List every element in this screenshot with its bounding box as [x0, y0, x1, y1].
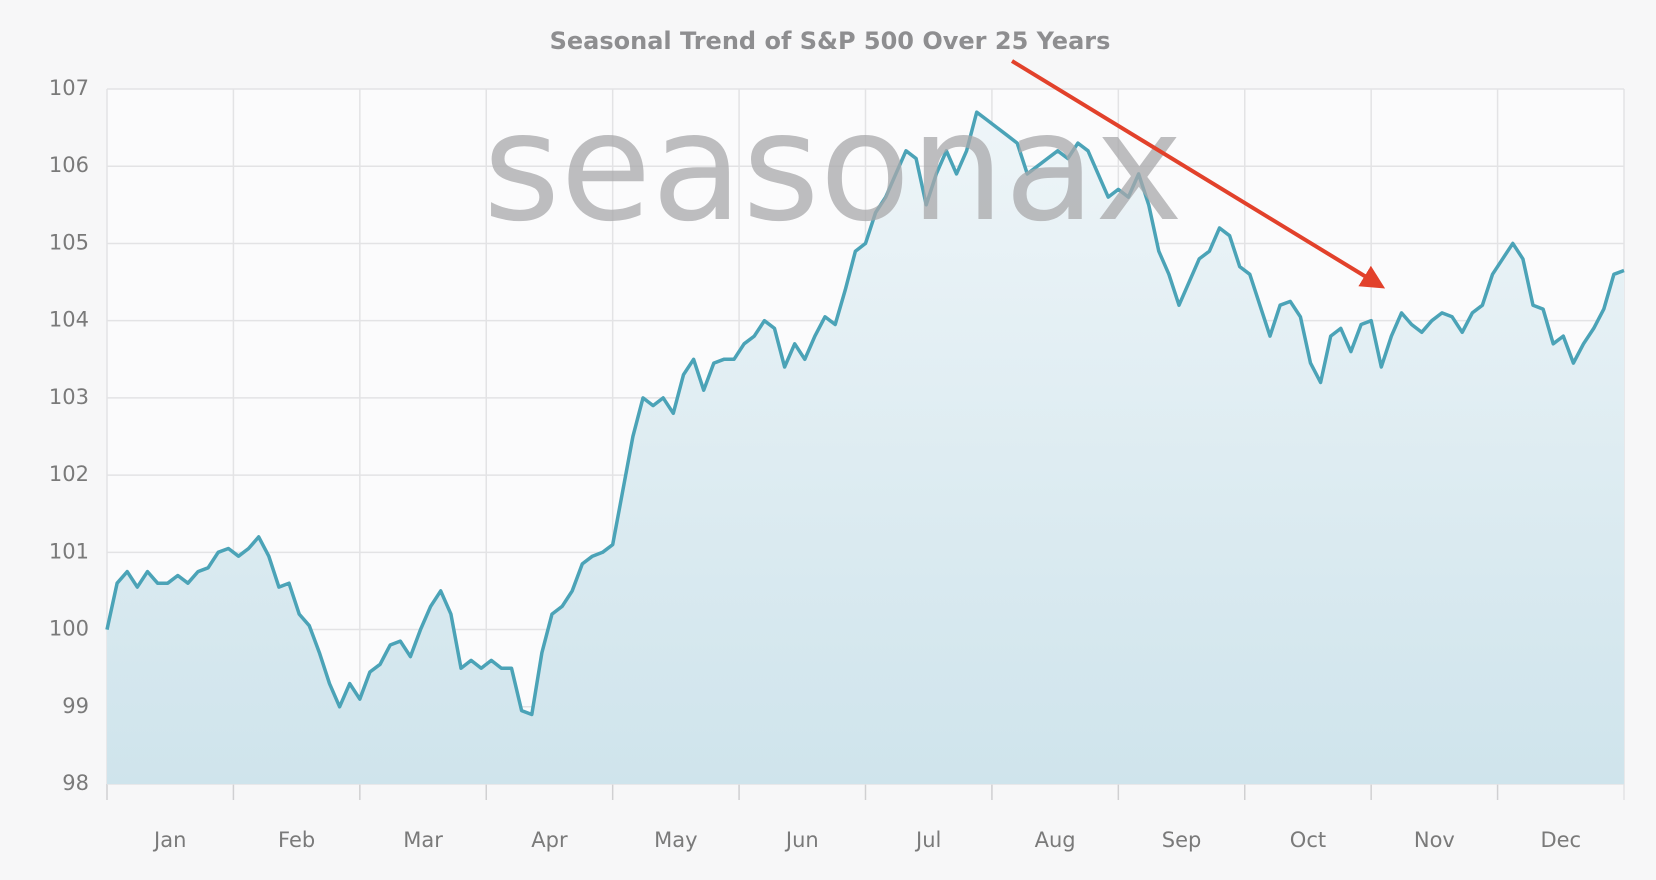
- watermark: seasonax: [483, 81, 1183, 255]
- y-tick-label: 103: [49, 385, 89, 409]
- y-tick-label: 105: [49, 230, 89, 254]
- y-tick-label: 101: [49, 539, 89, 563]
- chart-title: Seasonal Trend of S&P 500 Over 25 Years: [550, 27, 1111, 55]
- y-tick-label: 102: [49, 462, 89, 486]
- x-tick-label: Feb: [278, 828, 315, 852]
- y-tick-label: 100: [49, 617, 89, 641]
- y-tick-label: 104: [49, 308, 89, 332]
- y-tick-label: 106: [49, 153, 89, 177]
- x-tick-label: Aug: [1035, 828, 1076, 852]
- area: [107, 112, 1624, 784]
- x-tick-label: Jan: [152, 828, 186, 852]
- x-tick-label: May: [654, 828, 697, 852]
- line: [105, 110, 1625, 717]
- y-tick-label: 99: [62, 694, 89, 718]
- annotation-arrow: [1010, 59, 1386, 289]
- x-tick-label: Sep: [1162, 828, 1202, 852]
- x-tick-label: Apr: [531, 828, 568, 852]
- x-tick-label: Dec: [1540, 828, 1581, 852]
- x-tick-label: Nov: [1414, 828, 1455, 852]
- y-tick-label: 107: [49, 76, 89, 100]
- x-tick-label: Jul: [914, 828, 941, 852]
- x-tick-label: Oct: [1290, 828, 1326, 852]
- x-tick-label: Mar: [403, 828, 443, 852]
- y-tick-label: 98: [62, 771, 89, 795]
- x-tick-label: Jun: [784, 828, 819, 852]
